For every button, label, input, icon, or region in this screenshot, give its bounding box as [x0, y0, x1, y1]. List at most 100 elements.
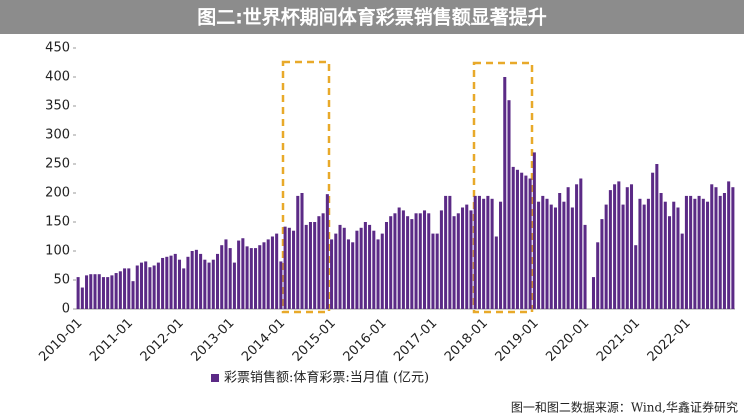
bar: [638, 198, 642, 309]
bar: [553, 207, 557, 309]
bar: [228, 248, 232, 309]
bar: [384, 222, 389, 309]
bar: [169, 255, 173, 309]
bar: [608, 190, 612, 309]
bar: [655, 164, 659, 309]
y-tick-label: 50: [53, 273, 70, 288]
x-tick-label: 2021-01: [594, 316, 643, 365]
bar: [456, 213, 460, 309]
chart-title: 图二:世界杯期间体育彩票销售额显著提升: [197, 6, 547, 29]
x-tick-label: 2016-01: [341, 316, 390, 365]
bar: [431, 233, 435, 309]
bar: [313, 222, 317, 309]
bar: [254, 248, 258, 309]
bar: [101, 277, 105, 309]
bar: [435, 233, 439, 309]
bar: [220, 245, 224, 309]
bar: [156, 262, 160, 309]
bar: [342, 227, 346, 309]
x-tick-label: 2012-01: [138, 316, 187, 365]
y-tick-label: 100: [45, 244, 70, 259]
bar: [135, 265, 139, 309]
bar: [139, 262, 143, 309]
bar: [731, 187, 735, 309]
bar: [566, 187, 570, 309]
bar: [389, 216, 393, 309]
bar: [161, 257, 165, 309]
bar: [106, 277, 110, 309]
bar: [127, 268, 131, 309]
bar: [469, 210, 473, 309]
bar: [275, 233, 279, 309]
bar: [646, 198, 650, 309]
bar: [596, 242, 600, 309]
bar: [203, 259, 207, 309]
bar: [215, 253, 220, 309]
bar: [418, 213, 422, 309]
bar: [152, 265, 156, 309]
bar: [363, 222, 367, 309]
bar: [617, 181, 621, 309]
y-tick-label: 300: [45, 128, 70, 143]
x-tick-label: 2013-01: [188, 316, 237, 365]
bar: [232, 262, 236, 309]
bar: [283, 226, 287, 309]
bar: [625, 187, 629, 309]
bar: [570, 207, 574, 309]
bar: [706, 201, 710, 309]
bar: [144, 261, 148, 309]
bar: [693, 198, 697, 309]
x-tick-label: 2010-01: [36, 316, 85, 365]
bar: [376, 239, 380, 309]
bar: [718, 195, 722, 309]
bar: [663, 201, 667, 309]
bar: [651, 172, 655, 309]
bar: [668, 216, 672, 309]
bar: [511, 166, 515, 309]
bar: [393, 213, 397, 309]
bar: [642, 204, 646, 309]
bar: [684, 195, 688, 309]
bar: [270, 236, 274, 309]
bar: [439, 210, 443, 309]
bar: [76, 277, 80, 309]
bar: [334, 233, 338, 309]
bar: [579, 178, 583, 309]
x-tick-label: 2017-01: [391, 316, 440, 365]
bar: [304, 224, 308, 309]
bar: [482, 198, 486, 309]
bar: [80, 287, 84, 309]
bar: [549, 204, 553, 309]
bar: [351, 242, 355, 309]
x-tick-label: 2015-01: [290, 316, 339, 365]
bar: [722, 193, 726, 309]
bar: [541, 195, 545, 309]
bar: [532, 152, 536, 309]
bar: [287, 227, 291, 309]
x-tick-label: 2014-01: [239, 316, 288, 365]
bar: [211, 259, 215, 309]
bar: [406, 216, 410, 309]
bar: [710, 184, 714, 309]
bar: [148, 267, 152, 309]
y-tick-label: 400: [45, 70, 70, 85]
bar: [727, 181, 731, 309]
bar: [397, 207, 401, 309]
bar: [85, 275, 89, 309]
bar: [177, 259, 182, 309]
bar: [477, 195, 481, 309]
bar: [452, 216, 456, 309]
bar: [621, 204, 625, 309]
bar: [266, 239, 270, 309]
bar: [537, 201, 541, 309]
bar: [296, 195, 300, 309]
bar: [499, 201, 503, 309]
bar: [346, 239, 350, 309]
bar: [359, 227, 363, 309]
bar: [262, 242, 266, 309]
bar: [515, 169, 519, 309]
bar: [380, 233, 384, 309]
bar: [714, 187, 718, 309]
y-tick-label: 150: [45, 215, 70, 230]
